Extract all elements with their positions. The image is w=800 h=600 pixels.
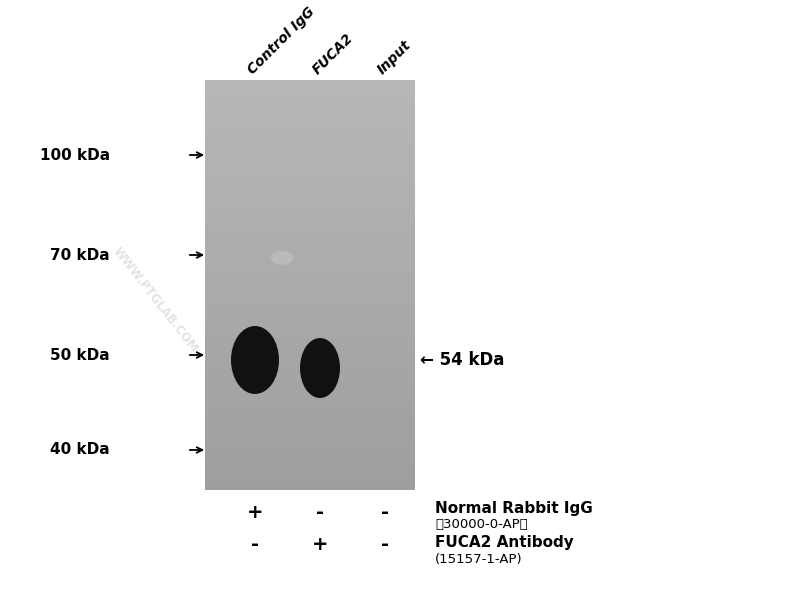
Bar xyxy=(205,374,415,380)
Ellipse shape xyxy=(271,251,293,265)
Bar xyxy=(205,305,415,313)
Text: ← 54 kDa: ← 54 kDa xyxy=(420,351,504,369)
Bar xyxy=(205,278,415,285)
Bar xyxy=(205,142,415,148)
Ellipse shape xyxy=(231,326,279,394)
Bar xyxy=(205,210,415,217)
Bar xyxy=(205,442,415,449)
Bar xyxy=(205,360,415,367)
Bar xyxy=(205,292,415,299)
Bar xyxy=(205,463,415,469)
Bar xyxy=(205,353,415,360)
Text: +: + xyxy=(312,535,328,554)
Bar xyxy=(205,162,415,169)
Bar xyxy=(205,333,415,340)
Text: Input: Input xyxy=(375,38,414,77)
Bar xyxy=(205,449,415,456)
Text: （30000-0-AP）: （30000-0-AP） xyxy=(435,518,528,532)
Bar xyxy=(205,94,415,100)
Bar xyxy=(205,415,415,422)
Bar xyxy=(205,244,415,251)
Bar xyxy=(205,100,415,107)
Text: -: - xyxy=(316,503,324,521)
Bar xyxy=(205,346,415,353)
Bar xyxy=(205,436,415,442)
Text: 70 kDa: 70 kDa xyxy=(50,247,110,263)
Bar xyxy=(205,87,415,94)
Bar xyxy=(205,230,415,237)
Bar xyxy=(205,388,415,394)
Text: 100 kDa: 100 kDa xyxy=(40,148,110,163)
Bar xyxy=(205,203,415,210)
Bar xyxy=(205,285,415,292)
Bar xyxy=(205,257,415,265)
Bar xyxy=(205,422,415,428)
Text: -: - xyxy=(381,503,389,521)
Bar xyxy=(205,80,415,87)
Bar xyxy=(205,251,415,257)
Text: 50 kDa: 50 kDa xyxy=(50,347,110,362)
Bar xyxy=(205,176,415,182)
Bar xyxy=(205,340,415,346)
Bar xyxy=(205,367,415,374)
Bar xyxy=(205,299,415,305)
Text: Normal Rabbit IgG: Normal Rabbit IgG xyxy=(435,500,593,515)
Bar xyxy=(205,483,415,490)
Bar xyxy=(205,182,415,190)
Text: FUCA2 Antibody: FUCA2 Antibody xyxy=(435,536,574,551)
Bar xyxy=(205,237,415,244)
Bar xyxy=(205,128,415,134)
Ellipse shape xyxy=(300,338,340,398)
Bar xyxy=(205,134,415,142)
Bar xyxy=(205,190,415,196)
Bar xyxy=(205,148,415,155)
Bar xyxy=(205,456,415,463)
Text: FUCA2: FUCA2 xyxy=(310,31,356,77)
Bar xyxy=(205,271,415,278)
Bar xyxy=(205,469,415,476)
Bar xyxy=(205,169,415,176)
Bar xyxy=(205,313,415,319)
Bar xyxy=(205,121,415,128)
Text: Control IgG: Control IgG xyxy=(245,5,318,77)
Text: -: - xyxy=(381,535,389,554)
Text: WWW.PTGLAB.COM: WWW.PTGLAB.COM xyxy=(110,245,200,355)
Bar xyxy=(205,394,415,401)
Bar xyxy=(205,196,415,203)
Text: +: + xyxy=(246,503,263,521)
Bar xyxy=(205,476,415,483)
Bar xyxy=(205,155,415,162)
Bar xyxy=(205,223,415,230)
Bar xyxy=(205,319,415,326)
Bar xyxy=(205,114,415,121)
Bar xyxy=(205,401,415,408)
Text: -: - xyxy=(251,535,259,554)
Bar xyxy=(205,380,415,388)
Bar xyxy=(205,107,415,114)
Text: (15157-1-AP): (15157-1-AP) xyxy=(435,553,522,566)
Text: 40 kDa: 40 kDa xyxy=(50,443,110,457)
Bar xyxy=(205,265,415,271)
Bar xyxy=(205,408,415,415)
Bar xyxy=(205,428,415,436)
Bar xyxy=(205,326,415,333)
Bar xyxy=(205,217,415,223)
